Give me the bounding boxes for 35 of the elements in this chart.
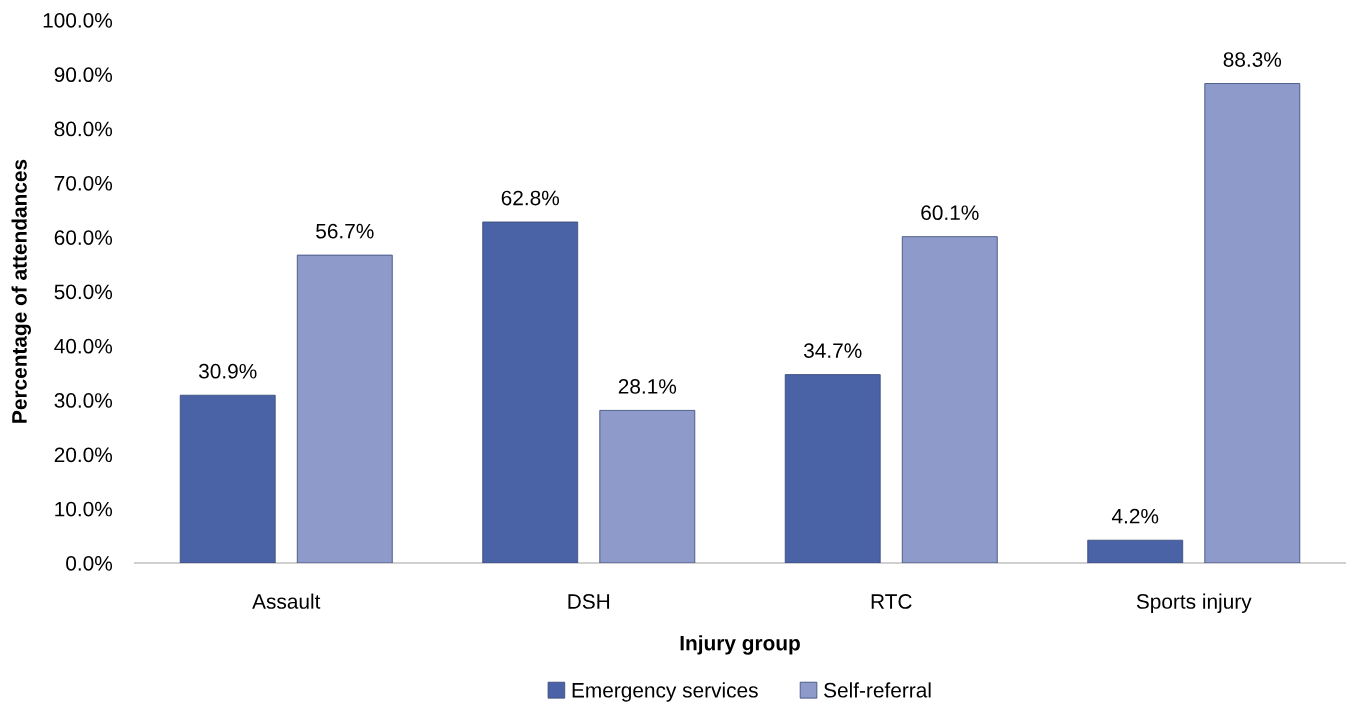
y-tick-label: 0.0% <box>66 556 113 571</box>
x-tick-label: Sports injury <box>1136 593 1252 613</box>
legend-label: Emergency services <box>572 682 758 702</box>
bar <box>784 374 881 563</box>
data-label: 62.8% <box>501 190 560 206</box>
y-tick-label: 30.0% <box>54 393 113 408</box>
data-label: 4.2% <box>1111 508 1159 524</box>
bar <box>179 394 276 563</box>
legend-label: Self-referral <box>824 682 931 698</box>
data-label: 28.1% <box>618 379 677 394</box>
y-tick-label: 90.0% <box>54 67 113 83</box>
y-tick-label: 40.0% <box>54 338 113 354</box>
x-tick-label: Assault <box>252 593 321 609</box>
y-axis-title: Percentage of attendances <box>11 159 32 423</box>
y-tick-label: 100.0% <box>43 13 113 28</box>
bar <box>1204 83 1301 563</box>
data-label: 30.9% <box>198 363 257 379</box>
y-tick-label: 80.0% <box>54 121 113 137</box>
y-tick-label: 60.0% <box>54 230 113 245</box>
x-tick-label: RTC <box>871 594 912 609</box>
data-label: 88.3% <box>1223 52 1282 67</box>
bar <box>482 221 579 563</box>
bar <box>1087 539 1184 563</box>
y-tick-label: 20.0% <box>54 447 113 463</box>
y-tick-label: 50.0% <box>54 284 113 300</box>
data-label: 60.1% <box>921 205 979 221</box>
bar <box>901 236 998 563</box>
y-tick-label: 10.0% <box>55 501 113 517</box>
x-axis-title: Injury group <box>680 635 800 655</box>
bar <box>296 254 393 563</box>
data-label: 56.7% <box>316 223 374 239</box>
y-tick-label: 70.0% <box>54 175 113 191</box>
bar <box>599 410 696 563</box>
data-label: 34.7% <box>803 343 862 358</box>
x-tick-label: DSH <box>568 594 610 609</box>
